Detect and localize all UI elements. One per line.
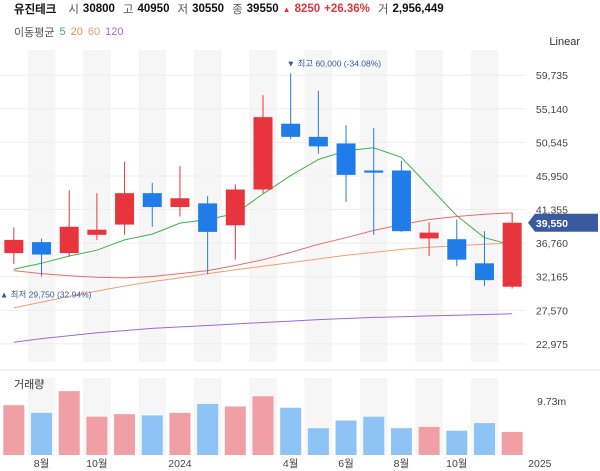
volume-panel-label: 거래량 [14, 378, 44, 391]
current-price-label: 39,550 [536, 218, 568, 230]
candle-body [391, 170, 411, 232]
volume-bar [446, 430, 468, 455]
x-tick-label: 2025 [528, 458, 552, 470]
ma-legend-20: 20 [70, 26, 83, 38]
ma-legend-60: 60 [87, 26, 101, 38]
x-tick-label: 2024 [168, 458, 192, 470]
ma20-line [13, 212, 513, 279]
low-value: 30550 [192, 3, 225, 15]
change-up-arrow-icon: ▲ [282, 4, 291, 14]
candle-body [59, 226, 79, 254]
change-value: 8250 [294, 3, 321, 15]
volume-bar [501, 432, 523, 455]
candle-body [170, 198, 190, 208]
background-band [27, 50, 56, 362]
time-axis: 8월 10월 2024 4월 6월 8월 10월 2025 [34, 458, 552, 470]
ma-legend-label: 이동평균 [14, 27, 55, 39]
y-tick-label: 55,140 [536, 104, 568, 116]
y-tick-label: 22,975 [536, 339, 568, 351]
volume-bar [141, 415, 163, 455]
volume-bar [473, 423, 495, 455]
price-summary-header: 유진테크 시 30800 고 40950 저 30550 종 39550 ▲ 8… [14, 0, 444, 18]
high-value: 40950 [137, 3, 170, 15]
volume-bar [280, 407, 302, 455]
open-value: 30800 [82, 3, 115, 15]
candle-body [4, 239, 24, 254]
price-axis: 59,735 55,140 50,545 45,950 41,355 36,760 32,1… [528, 70, 598, 351]
y-tick-label: 36,760 [536, 238, 568, 250]
volume-bar [418, 426, 440, 455]
high-label: 고 [122, 4, 134, 16]
candle-body [308, 136, 328, 147]
y-tick-label: 27,570 [536, 305, 568, 317]
y-tick-label: 32,165 [536, 272, 568, 284]
x-tick-label: 8월 [394, 458, 410, 470]
open-label: 시 [68, 4, 79, 16]
x-tick-label: 6월 [338, 458, 354, 470]
y-tick-label: 45,950 [536, 171, 568, 183]
volume-value: 2,956,449 [392, 3, 444, 15]
volume-bar [307, 428, 329, 455]
volume-bar [114, 414, 136, 455]
x-tick-label: 4월 [283, 458, 299, 470]
ma5-line [13, 147, 513, 270]
candle-body [87, 229, 107, 235]
ma120-line [13, 313, 513, 343]
low-label: 저 [177, 4, 189, 16]
stock-name: 유진테크 [14, 4, 57, 16]
volume-bar [86, 416, 108, 455]
candle-body [32, 242, 52, 255]
candle-body [198, 203, 218, 232]
y-tick-label: 59,735 [536, 70, 568, 82]
volume-axis-label: 9.73m [537, 396, 566, 408]
volume-bar [390, 428, 412, 455]
candle-body [142, 193, 162, 208]
annotations: ▼ 최고 60,000 (-34.08%) ▲ 최저 29,750 (32.94%… [0, 58, 381, 299]
candle-body [281, 123, 301, 137]
volume-bar [252, 396, 274, 455]
close-label: 종 [232, 4, 243, 16]
volume-bar [363, 416, 385, 455]
volume-bar [335, 420, 357, 455]
candle-body [502, 222, 522, 287]
volume-bars: 거래량 9.73m [3, 378, 566, 455]
y-tick-label: 50,545 [536, 137, 568, 149]
ma-legend-120: 120 [105, 26, 124, 38]
candle-body [336, 143, 356, 175]
candle-body [115, 193, 135, 225]
scale-mode-button[interactable]: Linear [549, 36, 580, 48]
x-tick-label: 10월 [446, 458, 467, 470]
candles [4, 73, 522, 289]
volume-bar [224, 406, 246, 455]
ma-legend-5: 5 [59, 26, 66, 38]
y-tick-label: 41,355 [536, 205, 568, 217]
candle-body [474, 263, 494, 281]
candle-body [253, 117, 273, 190]
x-tick-label: 8월 [34, 458, 50, 470]
volume-bar [31, 412, 53, 455]
candle-body [447, 239, 467, 260]
change-percent: +26.36% [324, 3, 370, 15]
high-annotation: ▼ 최고 60,000 (-34.08%) [287, 58, 382, 68]
volume-bar [197, 403, 219, 455]
volume-bar [58, 391, 80, 455]
current-price-tag [528, 213, 598, 232]
volume-bar [3, 405, 25, 455]
volume-label: 거 [377, 4, 389, 16]
close-value: 39550 [246, 3, 279, 15]
moving-average-legend[interactable]: 이동평균 5 20 60 120 [14, 24, 123, 40]
volume-bar [169, 412, 191, 455]
candle-body [419, 232, 439, 239]
low-annotation: ▲ 최저 29,750 (32.94%) [0, 289, 92, 299]
x-tick-label: 10월 [86, 458, 107, 470]
candle-body [364, 170, 384, 173]
candle-body [225, 189, 245, 226]
